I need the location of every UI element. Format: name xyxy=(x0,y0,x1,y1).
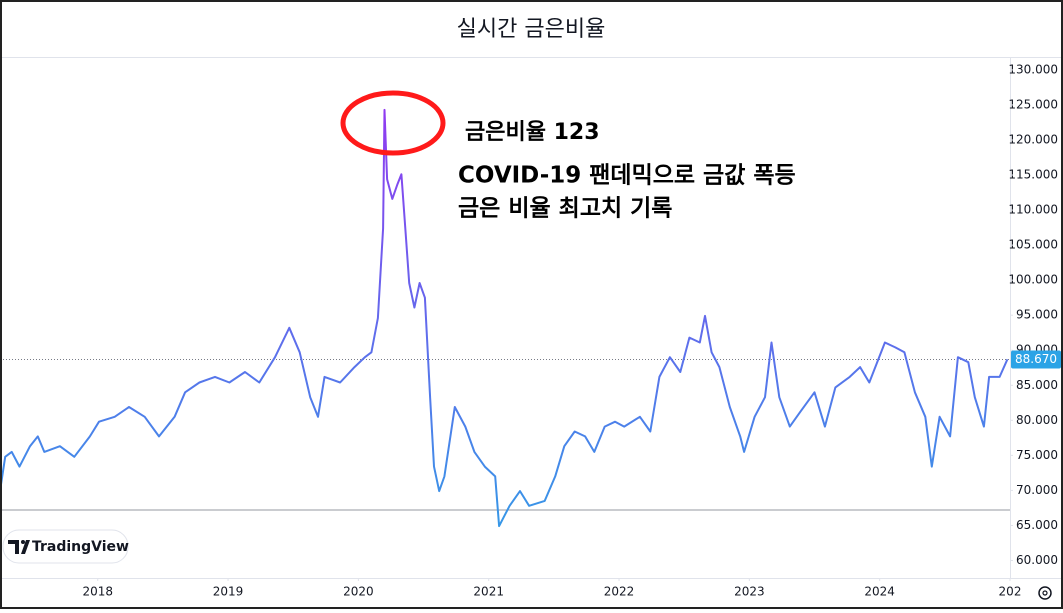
y-tick-label: 105.000 xyxy=(1008,238,1058,252)
y-tick-label: 120.000 xyxy=(1008,132,1058,146)
x-tick-label: 2023 xyxy=(734,585,765,599)
y-tick-label: 130.000 xyxy=(1008,62,1058,76)
brand-icon xyxy=(21,540,25,544)
chart-title: 실시간 금은비율 xyxy=(457,17,606,42)
settings-icon[interactable] xyxy=(1038,586,1052,600)
brand-logo[interactable]: TradingView xyxy=(2,529,129,564)
y-tick-label: 125.000 xyxy=(1008,97,1058,111)
y-tick-label: 75.000 xyxy=(1016,448,1058,462)
settings-gear xyxy=(1042,590,1048,596)
y-tick-label: 95.000 xyxy=(1016,308,1058,322)
x-tick-label: 2022 xyxy=(604,585,635,599)
annotation: COVID-19 팬데믹으로 금값 폭등 xyxy=(458,163,796,189)
annotation: 금은 비율 최고치 기록 xyxy=(458,196,672,222)
y-tick-label: 70.000 xyxy=(1016,483,1058,497)
y-tick-label: 60.000 xyxy=(1016,553,1058,567)
plot-area xyxy=(0,108,1010,528)
series-line xyxy=(0,108,1009,528)
annotation: 금은비율 123 xyxy=(465,120,600,145)
y-tick-label: 80.000 xyxy=(1016,413,1058,427)
x-tick-label: 2021 xyxy=(473,585,504,599)
highlight-ellipse xyxy=(340,90,446,156)
y-tick-label: 110.000 xyxy=(1008,203,1058,217)
x-tick-label: 2019 xyxy=(213,585,244,599)
x-tick-label: 202 xyxy=(999,585,1022,599)
x-tick-label: 2024 xyxy=(864,585,895,599)
brand-icon xyxy=(8,540,30,554)
last-value-label: 88.670 xyxy=(1015,352,1057,366)
y-tick-label: 85.000 xyxy=(1016,378,1058,392)
x-tick-label: 2020 xyxy=(343,585,374,599)
brand-text: TradingView xyxy=(32,539,129,555)
brand-badge xyxy=(2,529,129,564)
y-tick-label: 115.000 xyxy=(1008,168,1058,182)
y-tick-label: 65.000 xyxy=(1016,518,1058,532)
y-tick-label: 100.000 xyxy=(1008,273,1058,287)
settings-gear xyxy=(1038,586,1052,600)
last-value-badge xyxy=(1011,350,1061,369)
x-tick-label: 2018 xyxy=(82,585,113,599)
